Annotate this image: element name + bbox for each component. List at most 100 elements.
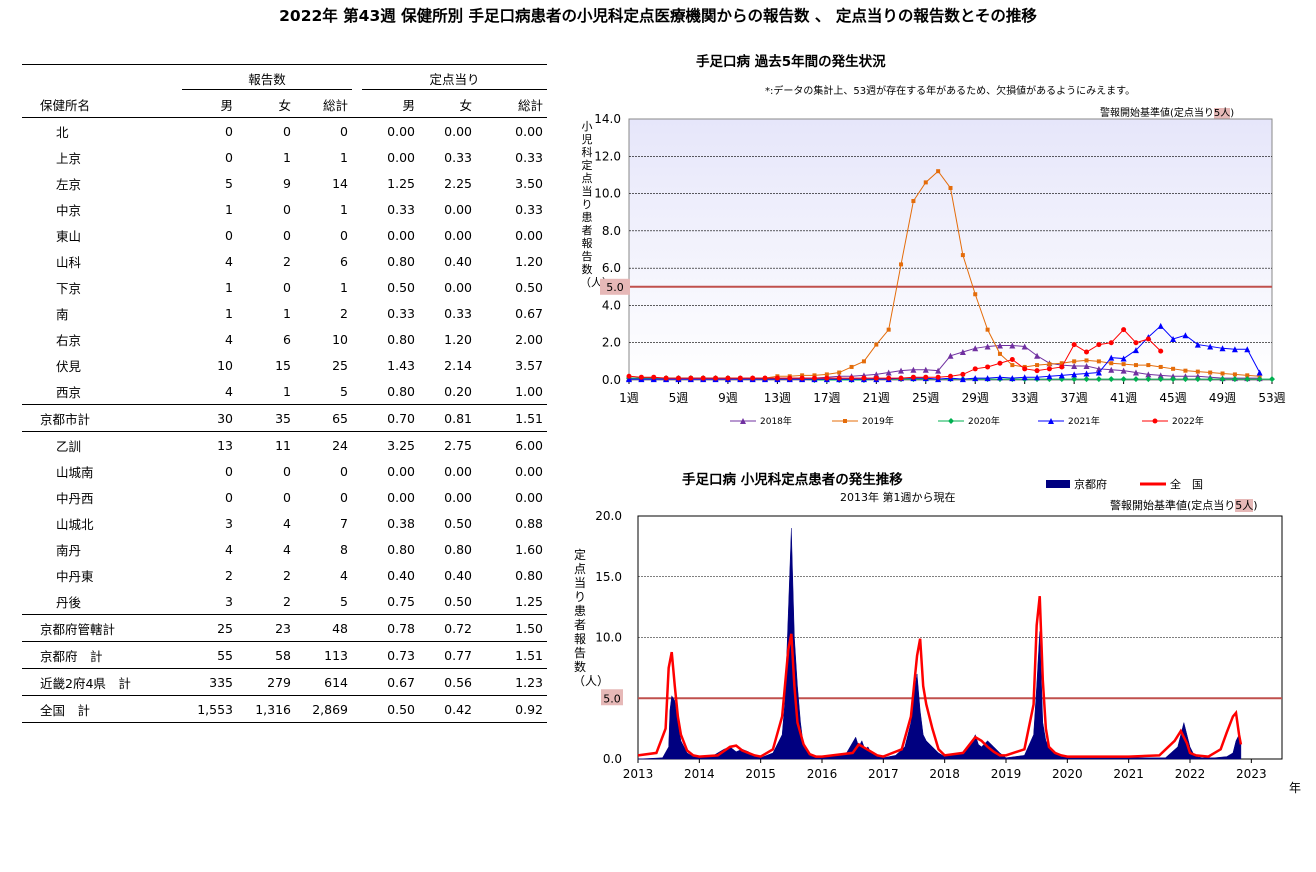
cell-pf: 0.42: [444, 701, 472, 717]
chart1-point: [1256, 369, 1263, 376]
chart1-point: [1269, 376, 1275, 383]
chart1-point: [972, 375, 979, 382]
chart1-point: [1009, 375, 1016, 382]
chart1-alert-tag-label: 5.0: [606, 281, 624, 294]
cell-m: 13: [217, 437, 233, 453]
cell-pf: 0.77: [444, 647, 472, 663]
chart1-point: [984, 375, 991, 382]
chart1-point: [824, 375, 830, 381]
chart1-point: [948, 185, 953, 190]
chart1-point: [638, 374, 644, 380]
cell-t: 2: [340, 305, 348, 321]
chart1-point: [1021, 374, 1028, 381]
table-row: 山城北 3 4 7 0.38 0.50 0.88: [22, 510, 547, 536]
table-row: 南丹 4 4 8 0.80 0.80 1.60: [22, 536, 547, 562]
cell-t: 614: [324, 674, 348, 690]
chart1-xtick-label: 5週: [669, 391, 689, 405]
cell-pt: 0.33: [515, 201, 543, 217]
chart1-point: [861, 359, 866, 364]
chart1-point: [873, 371, 880, 378]
chart1-legend-item: 2022年: [1142, 415, 1204, 427]
cell-t: 5: [340, 383, 348, 399]
chart1-series-y2022: [626, 327, 1164, 381]
table-row: 下京 1 0 1 0.50 0.00 0.50: [22, 274, 547, 300]
chart1-xtick-label: 13週: [764, 391, 791, 405]
cell-m: 335: [209, 674, 233, 690]
col-header-male-per: 男: [402, 97, 415, 113]
cell-pm: 0.33: [387, 305, 415, 321]
chart1-point: [959, 349, 966, 356]
cell-name: 右京: [56, 332, 82, 348]
chart1-point: [996, 342, 1003, 349]
chart1-point: [948, 418, 954, 424]
chart1-legend-item: 2021年: [1038, 415, 1100, 427]
chart1-point: [1219, 376, 1226, 383]
chart2-legend-label: 全 国: [1170, 477, 1203, 491]
chart1-legend-item: 2019年: [832, 415, 894, 427]
chart1-point: [948, 373, 953, 379]
table-body: 北 0 0 0 0.00 0.00 0.00 上京 0 1 1 0.00 0.33 0.33 左京 5 9 14 1…: [22, 118, 547, 723]
cell-t: 1: [340, 149, 348, 165]
chart1-point: [1108, 376, 1115, 383]
cell-pm: 0.00: [387, 227, 415, 243]
chart1-point: [935, 374, 941, 380]
cell-m: 3: [225, 593, 233, 609]
table-row: 右京 4 6 10 0.80 1.20 2.00: [22, 326, 547, 352]
cell-m: 0: [225, 123, 233, 139]
cell-pt: 0.33: [515, 149, 543, 165]
chart1-ytick-label: 8.0: [602, 224, 621, 238]
chart1-point: [1072, 359, 1077, 364]
chart1-point: [1010, 363, 1015, 368]
chart1-point: [1231, 346, 1238, 353]
cell-pm: 0.00: [387, 123, 415, 139]
chart1-point: [762, 375, 768, 381]
group-underline-reports: [182, 89, 352, 90]
cell-f: 279: [267, 674, 291, 690]
cell-t: 10: [332, 331, 348, 347]
chart1-point: [1108, 354, 1115, 361]
chart1-legend-item: 2020年: [938, 415, 1000, 427]
chart2-alert-tag-label: 5.0: [603, 692, 621, 705]
cell-pt: 0.00: [515, 227, 543, 243]
chart1-alert-tag: [600, 278, 630, 295]
cell-name: 山科: [56, 254, 82, 270]
chart1-point: [923, 180, 928, 185]
chart1-legend-label: 2019年: [862, 415, 894, 427]
cell-name: 京都市計: [40, 411, 91, 427]
cell-t: 0: [340, 489, 348, 505]
chart1-plot-area: [628, 118, 1273, 381]
chart1-point: [1071, 371, 1078, 378]
chart1-point: [1083, 370, 1090, 377]
cell-name: 伏見: [56, 358, 82, 374]
cell-pm: 0.33: [387, 201, 415, 217]
cell-pm: 0.80: [387, 331, 415, 347]
cell-pf: 0.72: [444, 620, 472, 636]
chart1-point: [886, 327, 891, 332]
chart1-point: [1121, 362, 1126, 367]
col-header-total: 総計: [322, 97, 348, 113]
table-row: 中丹西 0 0 0 0.00 0.00 0.00: [22, 484, 547, 510]
chart1-point: [885, 369, 892, 376]
chart1-point: [1095, 376, 1102, 383]
chart1-point: [1207, 376, 1214, 383]
chart2-xtick-label: 2019: [991, 767, 1022, 781]
chart2-legend-label: 京都府: [1074, 477, 1107, 491]
cell-pt: 1.00: [515, 383, 543, 399]
cell-pt: 3.57: [515, 357, 543, 373]
chart1-point: [984, 343, 991, 350]
cell-t: 113: [324, 647, 348, 663]
chart1-point: [1034, 374, 1041, 381]
chart2-legend-item: 全 国: [1140, 477, 1203, 491]
chart1-point: [725, 375, 731, 381]
cell-pt: 0.00: [515, 463, 543, 479]
chart1-point: [1120, 367, 1127, 374]
cell-m: 5: [225, 175, 233, 191]
cell-pt: 1.20: [515, 253, 543, 269]
chart1-point: [1071, 363, 1078, 370]
chart2-legend-item: 京都府: [1046, 477, 1107, 491]
cell-pf: 1.20: [444, 331, 472, 347]
chart1-point: [1232, 372, 1237, 377]
chart1-point: [922, 366, 929, 373]
chart1-point: [1157, 376, 1164, 383]
chart1-point: [1034, 368, 1040, 374]
